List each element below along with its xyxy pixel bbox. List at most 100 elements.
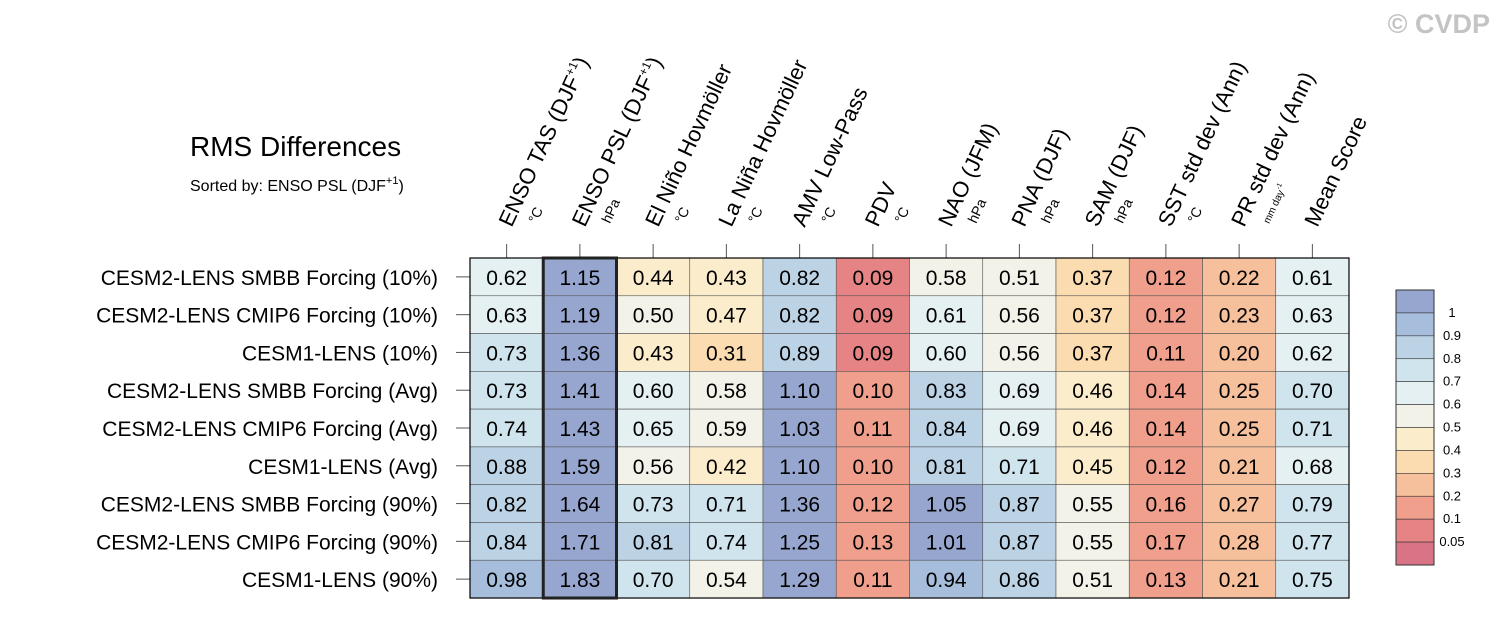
cell-value: 0.82 — [779, 305, 820, 328]
colorbar-swatch — [1395, 427, 1435, 451]
cell-value: 1.25 — [779, 531, 820, 554]
row-label: CESM2-LENS SMBB Forcing (90%) — [101, 494, 438, 517]
heatmap-cell — [1202, 408, 1277, 448]
heatmap-cell — [1202, 333, 1277, 372]
heatmap-cell — [909, 257, 984, 297]
heatmap-cell — [762, 408, 837, 448]
column-unit: °C — [745, 204, 766, 225]
colorbar-label: 0.05 — [1439, 534, 1464, 549]
heatmap-cell — [835, 559, 910, 599]
heatmap-cell — [762, 295, 837, 334]
heatmap-cell — [1128, 559, 1203, 599]
heatmap-cell — [616, 408, 691, 448]
heatmap-cell — [616, 371, 691, 410]
cell-value: 1.83 — [559, 569, 600, 592]
cell-value: 0.82 — [779, 267, 820, 290]
heatmap-cell — [689, 559, 764, 599]
row-label: CESM2-LENS CMIP6 Forcing (90%) — [96, 531, 438, 554]
cell-value: 0.59 — [706, 418, 747, 441]
heatmap-cell — [909, 371, 984, 410]
heatmap-cell — [1055, 295, 1130, 334]
cell-value: 0.28 — [1219, 531, 1260, 554]
heatmap-cell — [1275, 446, 1350, 485]
cell-value: 0.98 — [486, 569, 527, 592]
colorbar-swatch — [1395, 518, 1435, 543]
cell-value: 0.10 — [852, 456, 893, 479]
heatmap-cell — [835, 446, 910, 485]
column-unit: °C — [525, 204, 546, 225]
column-label: PDV — [860, 178, 902, 230]
heatmap-cell — [689, 295, 764, 334]
column-header: PDV°C — [860, 178, 912, 230]
cell-value: 0.87 — [999, 531, 1040, 554]
cell-value: 0.55 — [1072, 494, 1113, 517]
heatmap-cell — [1055, 408, 1130, 448]
cell-value: 0.13 — [852, 531, 893, 554]
heatmap-cell — [1275, 333, 1350, 372]
cell-value: 0.74 — [486, 418, 527, 441]
cell-value: 0.62 — [1292, 342, 1333, 365]
chart-title: RMS Differences — [190, 131, 401, 162]
cell-value: 0.77 — [1292, 531, 1333, 554]
column-unit: °C — [671, 204, 692, 225]
cell-value: 0.11 — [853, 418, 892, 441]
heatmap-cell — [1055, 484, 1130, 523]
cell-value: 0.43 — [706, 267, 747, 290]
heatmap-cell — [469, 522, 544, 561]
cell-value: 0.86 — [999, 569, 1040, 592]
cell-value: 0.22 — [1219, 267, 1260, 290]
heatmap-cell — [982, 257, 1057, 297]
heatmap-cell — [982, 333, 1057, 372]
cell-value: 0.27 — [1219, 494, 1260, 517]
cell-value: 0.55 — [1072, 531, 1113, 554]
cell-value: 0.71 — [1292, 418, 1333, 441]
row-label: CESM1-LENS (10%) — [242, 342, 438, 365]
heatmap-cells: 0.62 1.15 0.44 0.43 0.82 0.09 0.58 0.51 0.37 0.12… — [469, 256, 1350, 600]
heatmap-cell — [469, 257, 544, 297]
heatmap-cell — [469, 559, 544, 599]
cell-value: 0.21 — [1219, 569, 1260, 592]
heatmap-cell — [762, 371, 837, 410]
heatmap-cell — [1128, 522, 1203, 561]
cell-value: 0.58 — [706, 380, 747, 403]
cell-value: 1.59 — [559, 456, 600, 479]
heatmap-cell — [469, 408, 544, 448]
column-label: Mean Score — [1299, 112, 1372, 230]
colorbar-swatch — [1395, 450, 1435, 474]
cell-value: 0.50 — [633, 305, 674, 328]
heatmap-cell — [1202, 484, 1277, 523]
cell-value: 0.58 — [926, 267, 967, 290]
heatmap-cell — [1202, 257, 1277, 297]
heatmap-cell — [689, 446, 764, 485]
cell-value: 0.70 — [633, 569, 674, 592]
cell-value: 1.41 — [559, 380, 600, 403]
heatmap-cell — [835, 371, 910, 410]
row-label: CESM2-LENS SMBB Forcing (Avg) — [107, 380, 438, 403]
heatmap-cell — [1275, 295, 1350, 334]
cell-value: 1.36 — [779, 494, 820, 517]
heatmap-cell — [835, 408, 910, 448]
cell-value: 0.84 — [926, 418, 967, 441]
heatmap-cell — [982, 371, 1057, 410]
heatmap-cell — [1055, 559, 1130, 599]
heatmap-cell — [616, 484, 691, 523]
subtitle-sup: +1 — [386, 175, 399, 187]
cell-value: 0.60 — [633, 380, 674, 403]
cell-value: 1.64 — [559, 494, 600, 517]
heatmap-cell — [1202, 371, 1277, 410]
column-unit: °C — [818, 204, 839, 225]
cell-value: 1.36 — [559, 342, 600, 365]
cell-value: 0.37 — [1072, 305, 1113, 328]
cell-value: 0.09 — [852, 342, 893, 365]
cell-value: 1.10 — [779, 380, 820, 403]
heatmap-cell — [1128, 257, 1203, 297]
cell-value: 0.47 — [706, 305, 747, 328]
cell-value: 0.42 — [706, 456, 747, 479]
cell-value: 0.82 — [486, 494, 527, 517]
cell-value: 0.16 — [1145, 494, 1186, 517]
cell-value: 1.71 — [559, 531, 600, 554]
heatmap-cell — [835, 257, 910, 297]
cell-value: 0.83 — [926, 380, 967, 403]
heatmap-cell — [762, 522, 837, 561]
